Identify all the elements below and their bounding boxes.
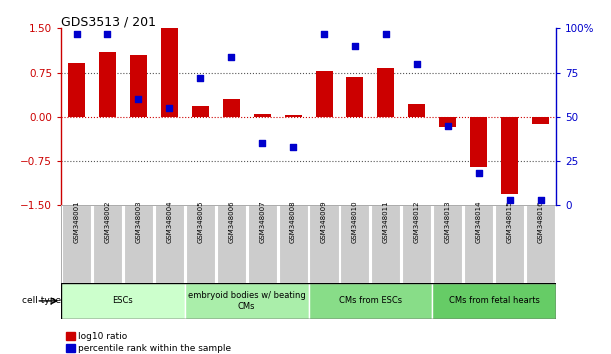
Text: CMs from ESCs: CMs from ESCs: [339, 296, 402, 306]
Bar: [315, 71, 332, 117]
Text: GSM348014: GSM348014: [476, 200, 481, 243]
Point: [474, 171, 483, 176]
Text: GSM348012: GSM348012: [414, 200, 420, 243]
Text: embryoid bodies w/ beating
CMs: embryoid bodies w/ beating CMs: [188, 291, 306, 310]
Text: ESCs: ESCs: [112, 296, 133, 306]
Bar: [217, 205, 246, 283]
Bar: [526, 205, 555, 283]
Text: GSM348011: GSM348011: [383, 200, 389, 243]
Bar: [495, 205, 524, 283]
Text: GSM348010: GSM348010: [352, 200, 358, 243]
Point: [412, 61, 422, 67]
Bar: [185, 283, 309, 319]
Bar: [470, 117, 487, 167]
Bar: [223, 99, 240, 117]
Point: [134, 96, 144, 102]
Point: [164, 105, 174, 111]
Point: [319, 31, 329, 36]
Bar: [254, 114, 271, 117]
Bar: [346, 77, 364, 117]
Bar: [279, 205, 307, 283]
Text: GDS3513 / 201: GDS3513 / 201: [61, 15, 156, 28]
Bar: [124, 205, 153, 283]
Bar: [309, 283, 433, 319]
Bar: [371, 205, 400, 283]
Point: [257, 141, 267, 146]
Text: GSM348003: GSM348003: [136, 200, 141, 243]
Text: GSM348006: GSM348006: [229, 200, 234, 243]
Bar: [62, 205, 91, 283]
Point: [350, 43, 360, 49]
Bar: [433, 205, 463, 283]
Bar: [93, 205, 122, 283]
Point: [71, 31, 81, 36]
Bar: [402, 205, 431, 283]
Bar: [408, 104, 425, 117]
Legend: log10 ratio, percentile rank within the sample: log10 ratio, percentile rank within the …: [65, 332, 232, 353]
Text: GSM348015: GSM348015: [507, 200, 513, 243]
Text: GSM348004: GSM348004: [166, 200, 172, 243]
Bar: [310, 205, 338, 283]
Text: GSM348016: GSM348016: [538, 200, 544, 243]
Bar: [340, 205, 370, 283]
Bar: [439, 117, 456, 127]
Point: [196, 75, 205, 81]
Point: [103, 31, 112, 36]
Bar: [99, 52, 116, 117]
Point: [288, 144, 298, 150]
Bar: [285, 115, 302, 117]
Point: [536, 197, 546, 203]
Text: CMs from fetal hearts: CMs from fetal hearts: [448, 296, 540, 306]
Text: GSM348013: GSM348013: [445, 200, 451, 243]
Bar: [247, 205, 277, 283]
Text: GSM348005: GSM348005: [197, 200, 203, 243]
Bar: [433, 283, 556, 319]
Bar: [501, 117, 518, 194]
Bar: [532, 117, 549, 124]
Bar: [186, 205, 215, 283]
Point: [443, 123, 453, 129]
Text: GSM348001: GSM348001: [73, 200, 79, 243]
Text: GSM348009: GSM348009: [321, 200, 327, 243]
Bar: [192, 106, 209, 117]
Text: GSM348002: GSM348002: [104, 200, 111, 243]
Bar: [161, 28, 178, 117]
Point: [505, 197, 514, 203]
Point: [381, 31, 391, 36]
Bar: [68, 63, 85, 117]
Text: GSM348008: GSM348008: [290, 200, 296, 243]
Bar: [155, 205, 184, 283]
Text: cell type: cell type: [22, 296, 61, 306]
Point: [226, 54, 236, 59]
Text: GSM348007: GSM348007: [259, 200, 265, 243]
Bar: [130, 55, 147, 117]
Bar: [464, 205, 493, 283]
Bar: [61, 283, 185, 319]
Bar: [378, 68, 394, 117]
